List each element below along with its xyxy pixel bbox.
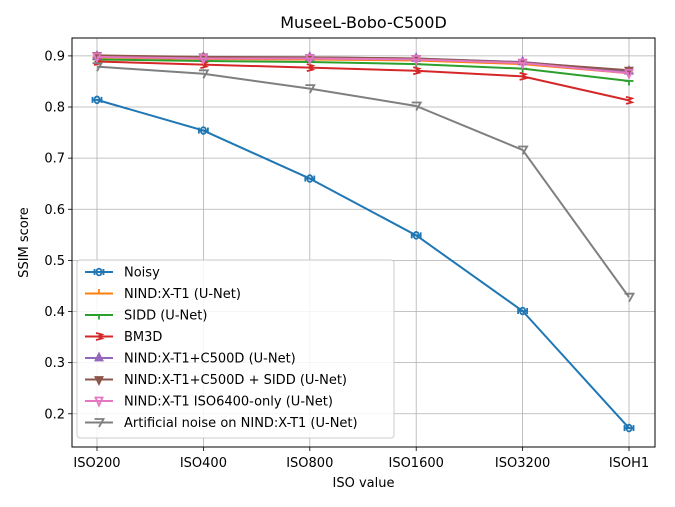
data-point — [411, 101, 423, 111]
y-tick-label: 0.8 — [44, 101, 65, 116]
legend-marker — [94, 351, 104, 362]
data-point — [519, 71, 529, 81]
data-point — [198, 54, 208, 66]
legend-item: NIND:X-T1+C500D + SIDD (U-Net) — [85, 373, 347, 388]
x-tick-label: ISO800 — [286, 456, 333, 471]
axes-frame — [71, 37, 656, 448]
legend: Noisy NIND:X-T1 (U-Net) SIDD (U-Net) BM3D NI… — [76, 259, 395, 439]
x-tick-label: ISO3200 — [495, 456, 550, 471]
legend-label: NIND:X-T1 (U-Net) — [124, 287, 241, 302]
data-point — [306, 63, 316, 73]
series-line — [96, 98, 630, 429]
y-tick-label: 0.9 — [44, 49, 65, 64]
series-line — [96, 58, 630, 82]
y-tick-label: 0.6 — [44, 203, 65, 218]
data-point — [197, 126, 209, 135]
legend-item: NIND:X-T1 (U-Net) — [85, 287, 241, 302]
y-tick-label: 0.7 — [44, 152, 65, 167]
legend-item: Artificial noise on NIND:X-T1 (U-Net) — [85, 416, 358, 431]
data-point — [92, 62, 104, 72]
x-tick-label: ISO400 — [180, 456, 227, 471]
y-axis-title: SSIM score — [17, 207, 32, 278]
legend-item: BM3D — [85, 330, 162, 345]
data-point — [305, 54, 315, 66]
legend-marker — [94, 376, 104, 387]
legend-label: NIND:X-T1+C500D + SIDD (U-Net) — [124, 373, 347, 388]
x-axis-title: ISO value — [333, 476, 395, 491]
series-1 — [91, 95, 635, 433]
x-tick-label: ISO200 — [73, 456, 120, 471]
chart-title: MuseeL-Bobo-C500D — [280, 13, 447, 32]
series-line — [96, 55, 630, 75]
legend-box — [76, 259, 395, 439]
x-tick-label: ISO1600 — [388, 456, 443, 471]
data-point — [410, 231, 422, 240]
legend-marker — [94, 418, 106, 428]
legend-marker — [93, 267, 105, 277]
legend-label: Noisy — [124, 266, 160, 281]
data-point — [625, 95, 635, 105]
series-line — [96, 65, 630, 298]
x-tick-label: ISOH1 — [609, 456, 649, 471]
data-point — [517, 306, 528, 316]
series-7 — [92, 52, 634, 81]
legend-item: NIND:X-T1+C500D (U-Net) — [85, 351, 296, 367]
data-point — [92, 52, 102, 64]
legend-label: NIND:X-T1 ISO6400-only (U-Net) — [124, 395, 333, 410]
legend-marker — [94, 396, 104, 408]
legend-label: NIND:X-T1+C500D (U-Net) — [124, 352, 296, 367]
y-tick-label: 0.3 — [44, 356, 65, 371]
data-point — [624, 80, 634, 86]
legend-label: Artificial noise on NIND:X-T1 (U-Net) — [124, 416, 358, 431]
data-point — [518, 58, 528, 70]
y-tick-label: 0.2 — [44, 407, 65, 422]
data-point — [518, 145, 529, 155]
ticks: ISO200 ISO400 ISO800 ISO1600 ISO3200 ISOH1 0.2… — [44, 49, 649, 471]
data-point — [623, 423, 635, 433]
y-tick-label: 0.5 — [44, 254, 65, 269]
legend-marker — [94, 289, 104, 295]
legend-marker — [94, 314, 104, 320]
y-tick-label: 0.4 — [44, 305, 65, 320]
series-line — [96, 60, 630, 102]
data-point — [624, 68, 634, 81]
data-point — [304, 174, 316, 183]
legend-marker — [95, 332, 105, 341]
data-point — [624, 292, 636, 303]
data-point — [411, 55, 421, 67]
legend-item: NIND:X-T1 ISO6400-only (U-Net) — [85, 395, 333, 410]
legend-label: SIDD (U-Net) — [124, 309, 207, 324]
series-8 — [92, 62, 636, 303]
data-point — [91, 95, 103, 105]
legend-label: BM3D — [124, 330, 162, 345]
legend-item: SIDD (U-Net) — [85, 309, 207, 324]
data-point — [305, 84, 316, 94]
series-layer — [91, 49, 636, 433]
data-point — [412, 66, 422, 76]
legend-item: Noisy — [85, 266, 160, 281]
data-point — [198, 69, 210, 79]
